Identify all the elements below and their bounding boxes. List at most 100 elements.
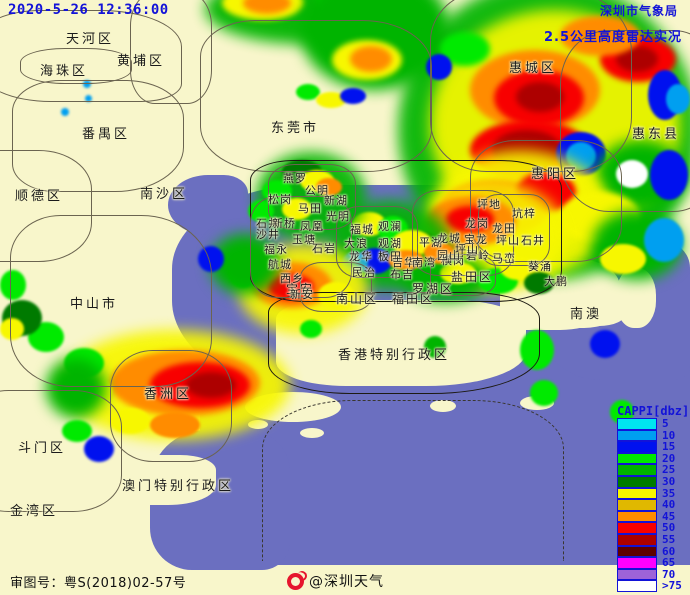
legend-value: 10 xyxy=(662,428,676,442)
border-guangzhou xyxy=(0,10,182,102)
legend-row: 55 xyxy=(617,534,690,546)
map-label-city-8: 金湾区 xyxy=(10,504,59,519)
map-label-town-35: 石井 xyxy=(521,234,545,247)
map-label-town-41: 坪山 xyxy=(455,243,479,256)
map-label-town-36: 园山 xyxy=(437,249,461,262)
border-pingshan-district xyxy=(478,194,550,266)
footer-bar: 审图号：粤S(2018)02-57号 @深圳天气 xyxy=(0,565,690,595)
echo-cell xyxy=(316,92,346,108)
weibo-icon xyxy=(287,572,304,590)
border-yantian-district xyxy=(430,254,496,296)
map-label-town-6: 石井 xyxy=(256,217,280,230)
map-label-city-13: 惠东县 xyxy=(632,127,681,142)
legend-value: 20 xyxy=(662,451,676,465)
legend-row: 40 xyxy=(617,499,690,511)
map-label-city-1: 海珠区 xyxy=(40,64,89,79)
legend-row: 30 xyxy=(617,476,690,488)
legend-value: 60 xyxy=(662,544,676,558)
legend-swatch xyxy=(617,464,657,476)
legend-row: 45 xyxy=(617,511,690,523)
map-approval-code: 审图号：粤S(2018)02-57号 xyxy=(10,576,187,591)
border-nanshan-district xyxy=(300,262,372,312)
legend-value: 65 xyxy=(662,556,676,570)
legend-swatch xyxy=(617,499,657,511)
map-label-town-12: 航城 xyxy=(268,258,292,271)
maritime-boundary-dashed xyxy=(262,400,564,561)
legend-swatch xyxy=(617,475,657,488)
map-label-district-3: 盐田区 xyxy=(451,270,494,284)
map-label-town-34: 坪山 xyxy=(496,234,520,247)
map-label-town-25: 平湖 xyxy=(419,236,443,249)
map-label-town-3: 马田 xyxy=(298,202,322,215)
map-label-town-13: 石岩 xyxy=(312,242,336,255)
echo-cell xyxy=(666,84,690,114)
map-label-city-5: 南沙区 xyxy=(140,187,189,202)
map-label-town-40: 大鹏 xyxy=(544,275,568,288)
echo-cell xyxy=(85,95,92,102)
map-label-town-31: 龙田 xyxy=(492,222,516,235)
map-label-city-9: 香洲区 xyxy=(144,387,193,402)
legend-row: 5 xyxy=(617,418,690,430)
weibo-handle: @深圳天气 xyxy=(309,574,384,590)
echo-cell xyxy=(590,330,620,358)
outlying-island-c xyxy=(430,400,456,412)
map-label-district-0: 南山区 xyxy=(336,292,379,306)
legend-row: 25 xyxy=(617,464,690,476)
map-label-town-30: 宝龙 xyxy=(464,233,488,246)
legend-swatch xyxy=(617,418,657,430)
map-label-town-26: 西乡 xyxy=(280,272,304,285)
legend-swatch xyxy=(617,452,657,465)
organization-title: 深圳市气象局 xyxy=(599,4,678,18)
map-label-town-29: 龙城 xyxy=(437,232,461,245)
legend-swatch xyxy=(617,429,657,442)
map-label-town-15: 福城 xyxy=(350,223,374,236)
map-label-city-12: 惠城区 xyxy=(509,61,558,76)
map-label-town-1: 公明 xyxy=(305,184,329,197)
map-label-town-14: 大浪 xyxy=(344,237,368,250)
border-panyu xyxy=(12,80,184,192)
map-label-town-8: 凤凰 xyxy=(300,220,324,233)
legend-rows: 5 10 15 20 25 30 35 40 45 50 55 60 65 70 >75 xyxy=(617,418,690,592)
legend-row: 10 xyxy=(617,428,690,442)
border-huidong xyxy=(560,30,690,212)
border-xiangzhou xyxy=(110,350,232,462)
legend-row: >75 xyxy=(617,580,690,592)
map-label-town-23: 南湾 xyxy=(412,256,436,269)
map-label-town-24: 横岗 xyxy=(441,254,465,267)
legend-value: 50 xyxy=(662,521,676,535)
legend-row: 65 xyxy=(617,557,690,569)
map-label-town-2: 松岗 xyxy=(268,193,292,206)
legend-row: 70 xyxy=(617,569,690,581)
echo-cell xyxy=(84,436,114,462)
map-label-town-5: 光明 xyxy=(326,210,350,223)
map-label-city-15: 香港特别行政区 xyxy=(338,348,451,363)
map-label-city-11: 东莞市 xyxy=(271,121,320,136)
map-label-town-17: 观湖 xyxy=(378,237,402,250)
map-label-town-18: 龙华 xyxy=(349,250,373,263)
echo-cell xyxy=(296,84,320,100)
map-label-town-37: 碧岭 xyxy=(466,249,490,262)
map-label-town-28: 龙岗 xyxy=(465,217,489,230)
border-longgang-district xyxy=(412,190,514,276)
legend-value: 35 xyxy=(662,486,676,500)
map-label-town-21: 布吉 xyxy=(390,268,414,281)
legend-swatch xyxy=(617,487,657,500)
legend-swatch xyxy=(617,522,657,534)
map-label-town-33: 坑梓 xyxy=(512,207,536,220)
map-label-city-16: 南澳 xyxy=(570,307,603,322)
reflectivity-legend: CAPPI[dbz] 5 10 15 20 25 30 35 40 45 50 55 60 65 70 >7… xyxy=(617,404,690,595)
border-guangming-district xyxy=(268,164,356,230)
legend-value: 15 xyxy=(662,440,676,454)
legend-value: 45 xyxy=(662,509,676,523)
map-label-city-4: 顺德区 xyxy=(15,189,64,204)
legend-value: 55 xyxy=(662,532,676,546)
legend-value: 30 xyxy=(662,474,676,488)
legend-swatch xyxy=(617,557,657,569)
map-label-town-7: 新桥 xyxy=(272,217,296,230)
echo-cell xyxy=(83,80,91,88)
map-label-city-10: 澳门特别行政区 xyxy=(122,479,235,494)
echo-cell xyxy=(644,218,684,262)
legend-swatch xyxy=(617,568,657,581)
map-label-city-3: 番禺区 xyxy=(82,127,131,142)
legend-value: 5 xyxy=(662,417,669,430)
